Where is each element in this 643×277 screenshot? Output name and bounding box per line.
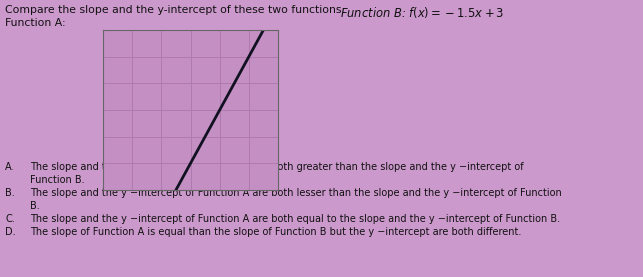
Text: A.: A.: [5, 162, 15, 172]
Text: Function A:: Function A:: [5, 18, 66, 28]
Text: D.: D.: [5, 227, 15, 237]
Text: Compare the slope and the y-intercept of these two functions:: Compare the slope and the y-intercept of…: [5, 5, 345, 15]
Text: The slope and the y −intercept of Function A are both greater than the slope and: The slope and the y −intercept of Functi…: [30, 162, 523, 172]
Text: Function B.: Function B.: [30, 175, 85, 185]
Text: C.: C.: [5, 214, 15, 224]
Text: Function B: $f(x) = -1.5x + 3$: Function B: $f(x) = -1.5x + 3$: [340, 5, 504, 20]
Text: B.: B.: [30, 201, 40, 211]
Text: The slope and the y −intercept of Function A are both lesser than the slope and : The slope and the y −intercept of Functi…: [30, 188, 562, 198]
Text: The slope and the y −intercept of Function A are both equal to the slope and the: The slope and the y −intercept of Functi…: [30, 214, 560, 224]
Text: The slope of Function A is equal than the slope of Function B but the y −interce: The slope of Function A is equal than th…: [30, 227, 521, 237]
Text: B.: B.: [5, 188, 15, 198]
